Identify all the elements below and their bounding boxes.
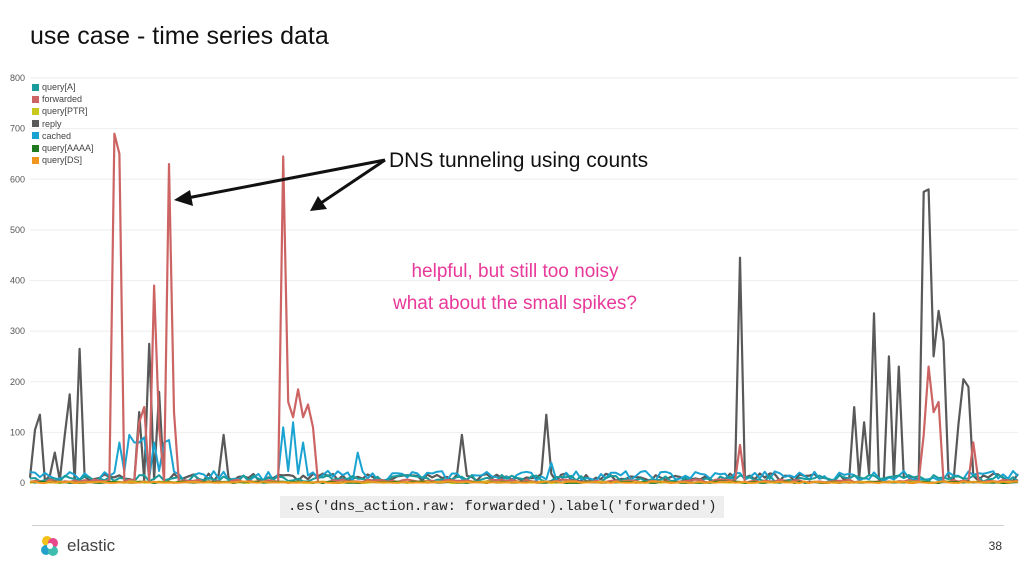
legend-swatch <box>32 132 39 140</box>
annotation-arrows <box>174 158 386 211</box>
legend-swatch <box>32 95 39 103</box>
legend-item[interactable]: query[DS] <box>32 154 94 166</box>
y-tick-label: 600 <box>10 174 25 184</box>
annotation-arrow-left <box>181 158 386 201</box>
slide-title: use case - time series data <box>30 22 329 50</box>
legend-label: query[AAAA] <box>42 143 94 154</box>
y-tick-label: 400 <box>10 276 25 286</box>
annotation-arrow-right <box>317 158 386 207</box>
annotation-arrow-right-head <box>310 196 327 211</box>
series-line-queryds <box>29 480 1019 484</box>
y-tick-label: 0 <box>20 478 25 488</box>
elastic-logo-text: elastic <box>67 536 116 555</box>
legend-swatch <box>32 108 39 115</box>
legend-item[interactable]: forwarded <box>32 93 94 105</box>
legend-item[interactable]: query[AAAA] <box>32 142 94 154</box>
y-tick-label: 100 <box>10 427 25 437</box>
y-tick-label: 300 <box>10 326 25 336</box>
note-line-1: helpful, but still too noisy <box>411 261 619 282</box>
y-tick-label: 700 <box>10 124 25 134</box>
legend-label: query[A] <box>42 82 76 92</box>
legend-item[interactable]: query[A] <box>32 81 94 93</box>
y-tick-label: 500 <box>10 225 25 235</box>
code-snippet: .es('dns_action.raw: forwarded').label('… <box>280 496 725 518</box>
note-line-2: what about the small spikes? <box>393 293 637 314</box>
legend-label: reply <box>42 118 62 129</box>
legend-label: forwarded <box>42 94 83 105</box>
legend-swatch <box>32 156 39 164</box>
legend-item[interactable]: reply <box>32 118 94 130</box>
legend-label: query[DS] <box>42 155 83 166</box>
series-line-reply <box>28 188 1019 483</box>
legend-swatch <box>32 83 39 91</box>
annotation-label: DNS tunneling using counts <box>389 149 649 172</box>
annotation-arrow-left-head <box>174 190 193 206</box>
legend-label: query[PTR] <box>42 106 88 117</box>
elastic-logo-icon <box>41 536 58 556</box>
legend-label: cached <box>42 130 72 141</box>
page-number: 38 <box>988 539 1002 553</box>
footer-divider <box>32 525 1004 526</box>
elastic-logo: elastic <box>38 534 115 558</box>
chart-series <box>28 132 1019 484</box>
y-tick-label: 200 <box>10 377 25 387</box>
legend-swatch <box>32 120 39 128</box>
legend-item[interactable]: cached <box>32 130 94 142</box>
legend-swatch <box>32 144 39 152</box>
chart-legend[interactable]: query[A] forwarded query[PTR] reply cached qu… <box>32 81 94 166</box>
y-axis-ticks: 0 100 200 300 400 500 600 700 800 <box>10 73 25 488</box>
legend-item[interactable]: query[PTR] <box>32 105 94 117</box>
time-series-chart: 0 100 200 300 400 500 600 700 800 <box>10 73 1019 488</box>
y-tick-label: 800 <box>10 73 25 83</box>
